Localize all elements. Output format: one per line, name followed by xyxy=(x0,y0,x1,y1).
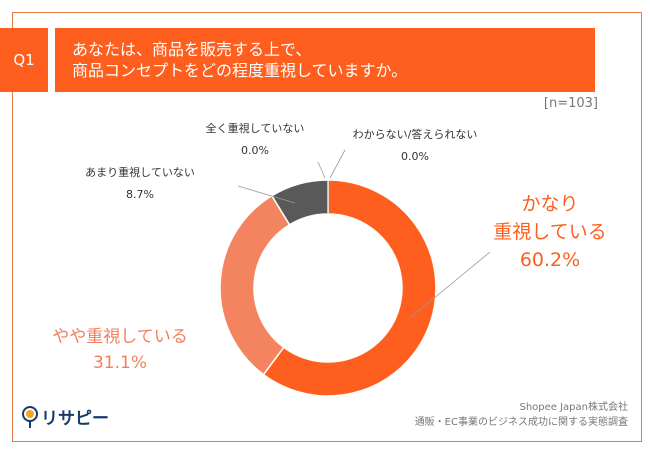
leader-line-3 xyxy=(329,149,346,179)
frame xyxy=(12,12,642,442)
sample-size: [n=103] xyxy=(543,96,598,111)
label-amari-line1: あまり重視していない xyxy=(85,166,195,179)
label-kanari-line1: かなり xyxy=(521,193,579,215)
donut-slice-1 xyxy=(219,194,291,376)
label-mattaku-value: 0.0% xyxy=(241,144,269,157)
label-kanari-value: 60.2% xyxy=(519,249,581,271)
leader-line-2 xyxy=(317,161,326,179)
logo-text: リサピー xyxy=(41,409,109,429)
leader-line-0 xyxy=(409,251,491,319)
question-number: Q1 xyxy=(0,28,48,92)
logo-pin-icon xyxy=(22,405,38,428)
label-yaya: やや重視している 31.1% xyxy=(30,324,210,376)
label-mattaku: 全く重視していない 0.0% xyxy=(190,118,320,162)
footer-company: Shopee Japan株式会社 xyxy=(519,402,628,413)
label-wakaranai: わからない/答えられない 0.0% xyxy=(335,124,495,168)
label-amari: あまり重視していない 8.7% xyxy=(70,162,210,206)
label-wakaranai-value: 0.0% xyxy=(401,150,429,163)
footer-survey: 通販・EC事業のビジネス成功に関する実態調査 xyxy=(414,417,628,428)
question-title: あなたは、商品を販売する上で、 商品コンセプトをどの程度重視していますか。 xyxy=(55,28,595,92)
question-line-1: あなたは、商品を販売する上で、 xyxy=(72,40,312,59)
label-kanari: かなり 重視している 60.2% xyxy=(480,190,620,274)
label-wakaranai-line1: わからない/答えられない xyxy=(352,128,478,141)
label-mattaku-line1: 全く重視していない xyxy=(205,122,305,135)
label-yaya-value: 31.1% xyxy=(92,353,147,373)
label-yaya-line1: やや重視している xyxy=(52,327,188,347)
question-line-2: 商品コンセプトをどの程度重視していますか。 xyxy=(72,61,408,80)
logo: リサピー xyxy=(22,404,109,429)
footer: Shopee Japan株式会社 通販・EC事業のビジネス成功に関する実態調査 xyxy=(415,400,628,430)
donut-slice-0 xyxy=(262,179,437,397)
leader-line-1 xyxy=(237,185,296,204)
label-amari-value: 8.7% xyxy=(126,188,154,201)
label-kanari-line2: 重視している xyxy=(493,221,607,243)
